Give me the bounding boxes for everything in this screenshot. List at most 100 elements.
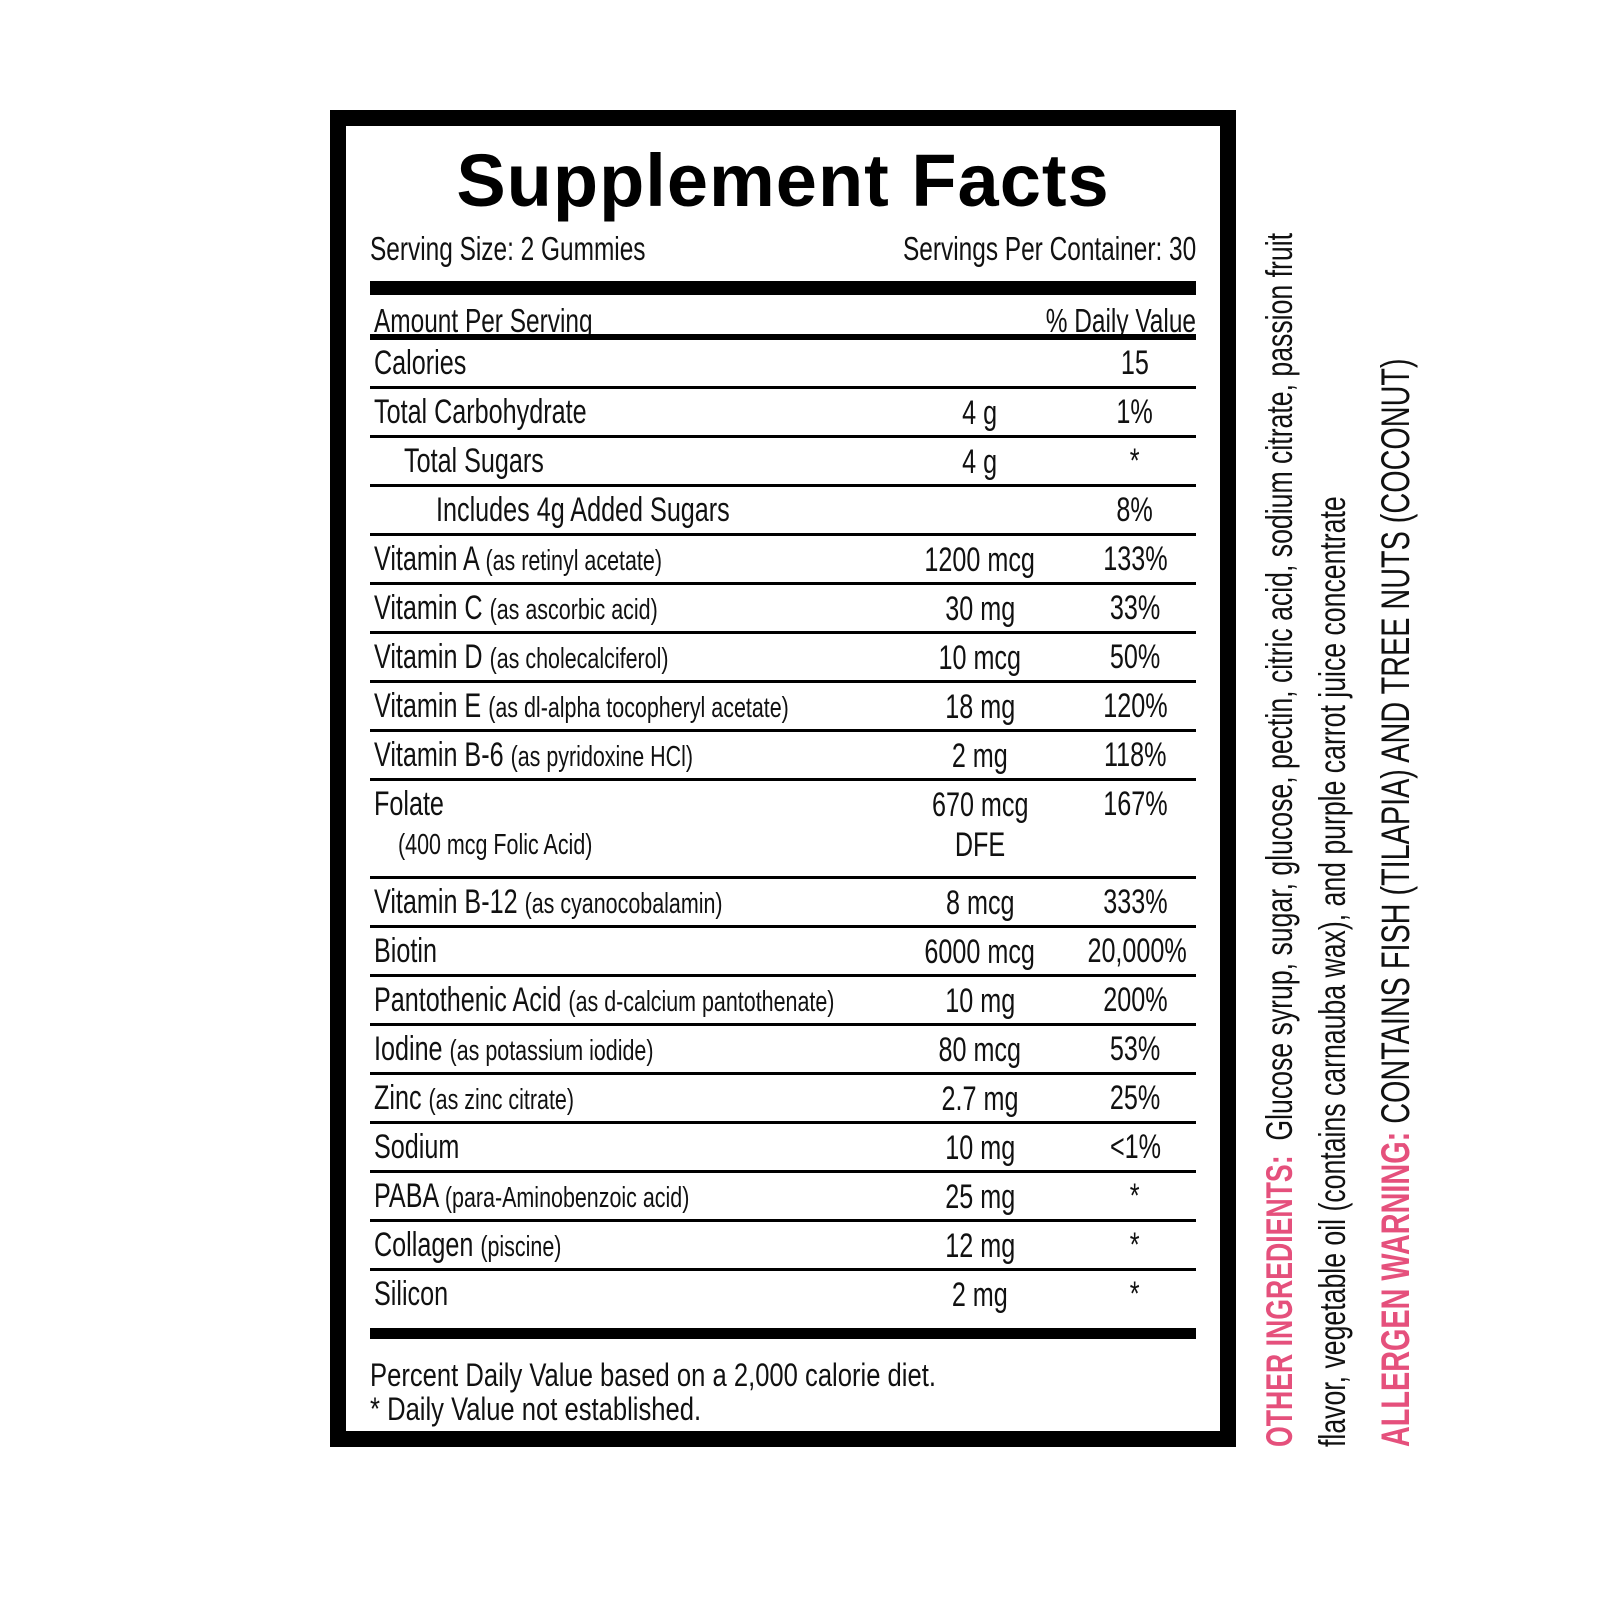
- name-text: Vitamin A: [374, 540, 479, 578]
- panel-title: Supplement Facts: [346, 138, 1220, 223]
- nutrient-amount: 8 mcg: [870, 883, 1090, 923]
- name-text: Calories: [374, 344, 467, 382]
- nutrient-row: Zinc (as zinc citrate) 2.7 mg 25%: [370, 1075, 1196, 1124]
- footnote-not-established: * Daily Value not established.: [370, 1391, 702, 1427]
- name-text: Vitamin B-6: [374, 736, 504, 774]
- name-text: Vitamin C: [374, 589, 483, 627]
- nutrient-source: (piscine): [480, 1231, 562, 1263]
- nutrient-name-text: Pantothenic Acid (as d-calcium pantothen…: [374, 981, 834, 1020]
- nutrient-amount: 10 mg: [870, 1128, 1090, 1168]
- daily-value-text: 120%: [1102, 687, 1168, 725]
- daily-value: 25%: [1070, 1079, 1200, 1118]
- nutrient-source: (as retinyl acetate): [485, 545, 662, 577]
- nutrient-row: Total Carbohydrate 4 g 1%: [370, 389, 1196, 438]
- amount-text: 2 mg: [952, 1276, 1008, 1314]
- nutrient-name-text: Vitamin E (as dl-alpha tocopheryl acetat…: [374, 687, 789, 726]
- nutrient-row: Calories 15: [370, 340, 1196, 389]
- daily-value: 133%: [1070, 540, 1200, 579]
- daily-value-label: % Daily Value: [1045, 302, 1196, 339]
- nutrient-name-text: Biotin: [374, 932, 437, 971]
- nutrient-name: Vitamin B-12 (as cyanocobalamin): [374, 883, 845, 922]
- serving-size: Serving Size: 2 Gummies: [370, 230, 646, 267]
- nutrient-amount: 10 mg: [870, 981, 1090, 1021]
- nutrient-row: Includes 4g Added Sugars 8%: [370, 487, 1196, 536]
- other-ingredients-line-2: flavor, vegetable oil (contains carnauba…: [1312, 496, 1353, 1447]
- nutrient-row: Folate (400 mcg Folic Acid) 670 mcg DFE 167%: [370, 781, 1196, 879]
- nutrient-amount: 2.7 mg: [870, 1079, 1090, 1119]
- nutrient-name: PABA (para-Aminobenzoic acid): [374, 1177, 800, 1216]
- daily-value: 120%: [1070, 687, 1200, 726]
- other-ingredients-line-1: OTHER INGREDIENTS: Glucose syrup, sugar,…: [1256, 108, 1309, 1447]
- daily-value: 200%: [1070, 981, 1200, 1020]
- daily-value: 333%: [1070, 883, 1200, 922]
- nutrient-name: Vitamin D (as cholecalciferol): [374, 638, 772, 677]
- nutrient-source: (para-Aminobenzoic acid): [444, 1182, 690, 1214]
- daily-value: 50%: [1070, 638, 1200, 677]
- daily-value-text: 118%: [1103, 736, 1167, 774]
- name-text: PABA: [374, 1177, 438, 1215]
- nutrient-source-text: (400 mcg Folic Acid): [398, 829, 593, 861]
- nutrient-name: Total Sugars: [404, 442, 593, 481]
- nutrient-amount: [870, 344, 1090, 384]
- nutrient-source: (as ascorbic acid): [489, 594, 658, 626]
- daily-value-text: 200%: [1102, 981, 1168, 1019]
- nutrient-name-text: Zinc (as zinc citrate): [374, 1079, 574, 1118]
- name-text: Sodium: [374, 1128, 460, 1166]
- amount-text: 4 g: [962, 394, 998, 432]
- nutrient-name-text: PABA (para-Aminobenzoic acid): [374, 1177, 689, 1216]
- daily-value: 53%: [1070, 1030, 1200, 1069]
- footnotes: Percent Daily Value based on a 2,000 cal…: [370, 1358, 1077, 1426]
- allergen-text: CONTAINS FISH (TILAPIA) AND TREE NUTS (C…: [1374, 358, 1418, 1124]
- other-ingredients-label: OTHER INGREDIENTS:: [1259, 1155, 1300, 1447]
- daily-value-text: 8%: [1116, 491, 1154, 529]
- nutrient-amount: 18 mg: [870, 687, 1090, 727]
- nutrient-name-text: Silicon: [374, 1275, 448, 1314]
- name-text: Total Carbohydrate: [374, 393, 587, 431]
- amount-text: 10 mg: [945, 1129, 1015, 1167]
- amount-text: 2.7 mg: [941, 1080, 1019, 1118]
- nutrient-amount: 4 g: [870, 393, 1090, 433]
- nutrient-row: Pantothenic Acid (as d-calcium pantothen…: [370, 977, 1196, 1026]
- servings-per-container: Servings Per Container: 30: [902, 230, 1196, 267]
- nutrient-amount: 2 mg: [870, 736, 1090, 776]
- daily-value-text: *: [1130, 1177, 1140, 1215]
- name-text: Vitamin E: [374, 687, 482, 725]
- amount-text: 4 g: [962, 443, 998, 481]
- nutrient-row: Sodium 10 mg <1%: [370, 1124, 1196, 1173]
- nutrient-amount: 6000 mcg: [870, 932, 1090, 972]
- nutrient-name-text: Includes 4g Added Sugars: [436, 491, 730, 530]
- nutrient-name: Silicon: [374, 1275, 474, 1314]
- name-text: Pantothenic Acid: [374, 981, 562, 1019]
- daily-value: 167%: [1070, 785, 1200, 824]
- nutrient-amount: 30 mg: [870, 589, 1090, 629]
- daily-value-text: 53%: [1109, 1030, 1161, 1068]
- allergen-label: ALLERGEN WARNING:: [1374, 1131, 1418, 1447]
- nutrient-name: Vitamin B-6 (as pyridoxine HCl): [374, 736, 805, 775]
- nutrient-row: Vitamin B-6 (as pyridoxine HCl) 2 mg 118%: [370, 732, 1196, 781]
- daily-value-text: 25%: [1109, 1079, 1161, 1117]
- medium-divider: [370, 334, 1196, 340]
- nutrient-row: PABA (para-Aminobenzoic acid) 25 mg *: [370, 1173, 1196, 1222]
- daily-value: *: [1070, 1226, 1200, 1265]
- nutrient-name-text: Collagen (piscine): [374, 1226, 561, 1265]
- daily-value-text: 333%: [1102, 883, 1168, 921]
- daily-value-text: 1%: [1116, 393, 1154, 431]
- daily-value: 8%: [1070, 491, 1200, 530]
- column-header: Amount Per Serving % Daily Value: [374, 302, 1196, 342]
- nutrient-row: Silicon 2 mg *: [370, 1271, 1196, 1317]
- daily-value-text: 167%: [1102, 785, 1168, 823]
- nutrient-source: (as pyridoxine HCl): [510, 741, 694, 773]
- nutrient-row: Vitamin C (as ascorbic acid) 30 mg 33%: [370, 585, 1196, 634]
- nutrient-name: Calories: [374, 344, 499, 383]
- nutrient-name-text: Vitamin D (as cholecalciferol): [374, 638, 669, 677]
- name-text: Silicon: [374, 1275, 449, 1313]
- nutrient-row: Vitamin D (as cholecalciferol) 10 mcg 50%: [370, 634, 1196, 683]
- daily-value-text: *: [1130, 442, 1140, 480]
- name-text: Includes 4g Added Sugars: [436, 491, 730, 529]
- nutrient-row: Vitamin B-12 (as cyanocobalamin) 8 mcg 333…: [370, 879, 1196, 928]
- thick-divider: [370, 281, 1196, 295]
- name-text: Zinc: [374, 1079, 422, 1117]
- nutrient-amount: 670 mcg DFE: [870, 785, 1090, 865]
- amount-per-serving-label: Amount Per Serving: [374, 302, 593, 339]
